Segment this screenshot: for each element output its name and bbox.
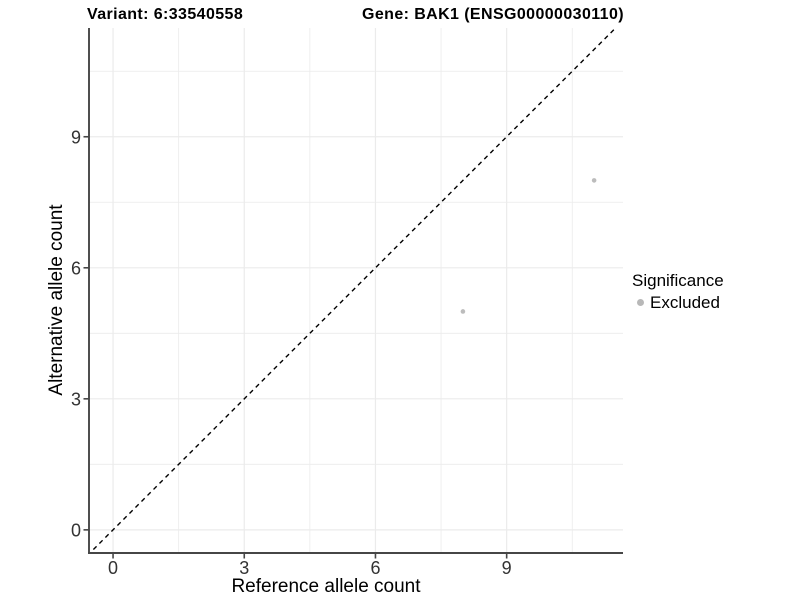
x-tick-label: 9: [502, 558, 512, 578]
legend-item-excluded: Excluded: [632, 292, 724, 313]
y-tick-label: 9: [71, 127, 81, 147]
x-axis-title: Reference allele count: [231, 576, 421, 597]
y-axis-title: Alternative allele count: [46, 204, 67, 396]
y-tick-label: 6: [71, 258, 81, 278]
legend-item-label: Excluded: [650, 293, 720, 312]
x-tick-label: 6: [370, 558, 380, 578]
plot-title-variant: Variant: 6:33540558: [87, 6, 244, 23]
data-point: [460, 309, 466, 314]
plot-title-gene: Gene: BAK1 (ENSG00000030110): [362, 6, 624, 23]
data-point: [591, 178, 597, 183]
plot-panel: [89, 28, 623, 553]
y-tick-label: 0: [71, 520, 81, 540]
x-tick-label: 3: [239, 558, 249, 578]
legend: Significance Excluded: [632, 270, 724, 313]
identity-line: [89, 28, 617, 553]
x-tick-label: 0: [108, 558, 118, 578]
legend-title: Significance: [632, 271, 724, 290]
excluded-point-icon: [637, 299, 644, 306]
y-tick-label: 3: [71, 389, 81, 409]
